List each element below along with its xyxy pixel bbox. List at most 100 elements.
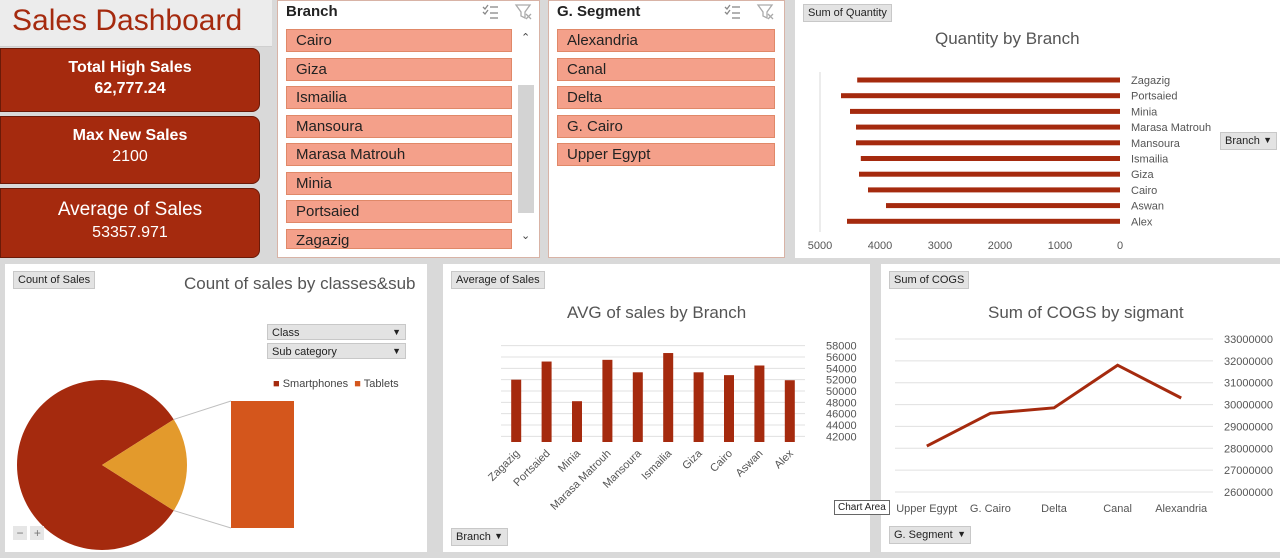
bar [632, 372, 643, 442]
quantity-chart-panel[interactable]: Sum of Quantity Quantity by Branch Branc… [795, 0, 1280, 258]
tick-label: 48000 [826, 397, 857, 409]
bar [841, 93, 1120, 99]
slicer-item[interactable]: Alexandria [557, 29, 775, 52]
slicer-item[interactable]: Delta [557, 86, 775, 109]
dropdown-arrow-icon: ▼ [392, 346, 401, 356]
slicer-header: Branch [286, 3, 338, 20]
tick-label: 1000 [1048, 240, 1072, 252]
slicer-item[interactable]: Minia [286, 172, 512, 195]
tick-label: 29000000 [1224, 421, 1273, 433]
kpi-value: 62,777.24 [94, 80, 166, 97]
slicer-item[interactable]: Upper Egypt [557, 143, 775, 166]
scroll-thumb[interactable] [518, 85, 534, 213]
segment-dropdown[interactable]: G. Segment ▼ [889, 526, 971, 544]
category-label: Alexandria [1155, 503, 1208, 515]
legend-label: Tablets [363, 378, 399, 390]
collapse-button[interactable]: − [13, 526, 27, 540]
dropdown-arrow-icon: ▼ [392, 327, 401, 337]
dropdown-label: Branch [1225, 135, 1260, 147]
scroll-down-icon[interactable]: ⌄ [521, 230, 531, 242]
tick-label: 0 [1117, 240, 1123, 252]
tick-label: 56000 [826, 352, 857, 364]
tick-label: 5000 [808, 240, 832, 252]
kpi-label: Total High Sales [68, 59, 192, 76]
multi-select-icon[interactable] [481, 3, 499, 25]
category-label: Delta [1041, 503, 1068, 515]
dropdown-label: Branch [456, 531, 491, 543]
count-chart-panel[interactable]: Count of Sales Count of sales by classes… [5, 264, 427, 552]
tick-label: 28000000 [1224, 443, 1273, 455]
category-label: Marasa Matrouh [1131, 122, 1211, 134]
tick-label: 4000 [868, 240, 892, 252]
expand-button[interactable]: + [30, 526, 45, 540]
kpi-value: 53357.971 [92, 224, 168, 241]
bar [859, 171, 1120, 177]
clear-filter-icon[interactable] [514, 3, 532, 25]
tick-label: 26000000 [1224, 487, 1273, 499]
kpi-max-new-sales: Max New Sales 2100 [0, 116, 260, 184]
category-label: Ismailia [1131, 154, 1169, 166]
tick-label: 50000 [826, 386, 857, 398]
connector-line [173, 510, 232, 529]
bar [857, 77, 1120, 83]
kpi-average-sales: Average of Sales 53357.971 [0, 188, 260, 258]
avg-chart-panel[interactable]: Average of Sales AVG of sales by Branch … [443, 264, 870, 552]
category-label: Cairo [1131, 185, 1157, 197]
pie-chart-svg [17, 380, 294, 550]
slicer-header: G. Segment [557, 3, 641, 20]
bar [784, 380, 795, 442]
slicer-item[interactable]: G. Cairo [557, 115, 775, 138]
kpi-value: 2100 [112, 148, 148, 165]
series-line [926, 363, 1182, 448]
category-label: Alex [1131, 216, 1153, 228]
kpi-total-high-sales: Total High Sales 62,777.24 [0, 48, 260, 112]
tick-label: 52000 [826, 375, 857, 387]
sum-of-cogs-field-button[interactable]: Sum of COGS [889, 271, 970, 289]
cogs-chart-panel[interactable]: Sum of COGS Sum of COGS by sigmant 33000… [834, 264, 1280, 552]
kpi-label: Max New Sales [72, 127, 188, 144]
slicer-scrollbar[interactable]: ⌃ ⌄ [518, 29, 534, 251]
bar [754, 365, 765, 442]
dashboard-title-box: Sales Dashboard [0, 0, 272, 47]
bar [856, 140, 1120, 146]
subcategory-dropdown[interactable]: Sub category ▼ [267, 343, 406, 359]
chart-title: Count of sales by classes&sub [184, 274, 416, 293]
bar [602, 359, 613, 442]
sum-of-quantity-field-button[interactable]: Sum of Quantity [803, 4, 892, 22]
bar [847, 218, 1120, 224]
dropdown-arrow-icon: ▼ [494, 531, 503, 541]
slicer-item[interactable]: Zagazig [286, 229, 512, 249]
bar [868, 187, 1120, 193]
slicer-item[interactable]: Marasa Matrouh [286, 143, 512, 166]
slicer-item[interactable]: Giza [286, 58, 512, 81]
pie-slice-smartphones [17, 380, 174, 550]
clear-filter-icon[interactable] [756, 3, 774, 25]
dashboard-title: Sales Dashboard [12, 4, 243, 37]
slicer-item[interactable]: Ismailia [286, 86, 512, 109]
slicer-item[interactable]: Mansoura [286, 115, 512, 138]
bar [541, 361, 552, 442]
quantity-chart-svg: Zagazig Portsaied Minia Marasa Matrouh Manso… [808, 72, 1211, 252]
branch-dropdown[interactable]: Branch ▼ [451, 528, 508, 546]
average-of-sales-field-button[interactable]: Average of Sales [451, 271, 545, 289]
legend-marker-icon: ■ [273, 378, 280, 390]
category-label: Giza [1131, 169, 1155, 181]
slicer-item[interactable]: Cairo [286, 29, 512, 52]
category-label: Zagazig [1131, 75, 1170, 87]
branch-dropdown[interactable]: Branch ▼ [1220, 132, 1277, 150]
chart-title: Sum of COGS by sigmant [988, 303, 1184, 322]
tick-label: 32000000 [1224, 356, 1273, 368]
class-dropdown[interactable]: Class ▼ [267, 324, 406, 340]
tick-label: 27000000 [1224, 465, 1273, 477]
slicer-item[interactable]: Portsaied [286, 200, 512, 223]
dropdown-label: Class [272, 327, 300, 339]
tick-label: 31000000 [1224, 378, 1273, 390]
scroll-up-icon[interactable]: ⌃ [521, 32, 531, 44]
count-of-sales-field-button[interactable]: Count of Sales [13, 271, 96, 289]
slicer-item[interactable]: Canal [557, 58, 775, 81]
category-label: Aswan [734, 448, 766, 480]
tick-label: 30000000 [1224, 400, 1273, 412]
multi-select-icon[interactable] [723, 3, 741, 25]
chart-title: AVG of sales by Branch [567, 303, 747, 322]
category-label: Portsaied [1131, 91, 1177, 103]
